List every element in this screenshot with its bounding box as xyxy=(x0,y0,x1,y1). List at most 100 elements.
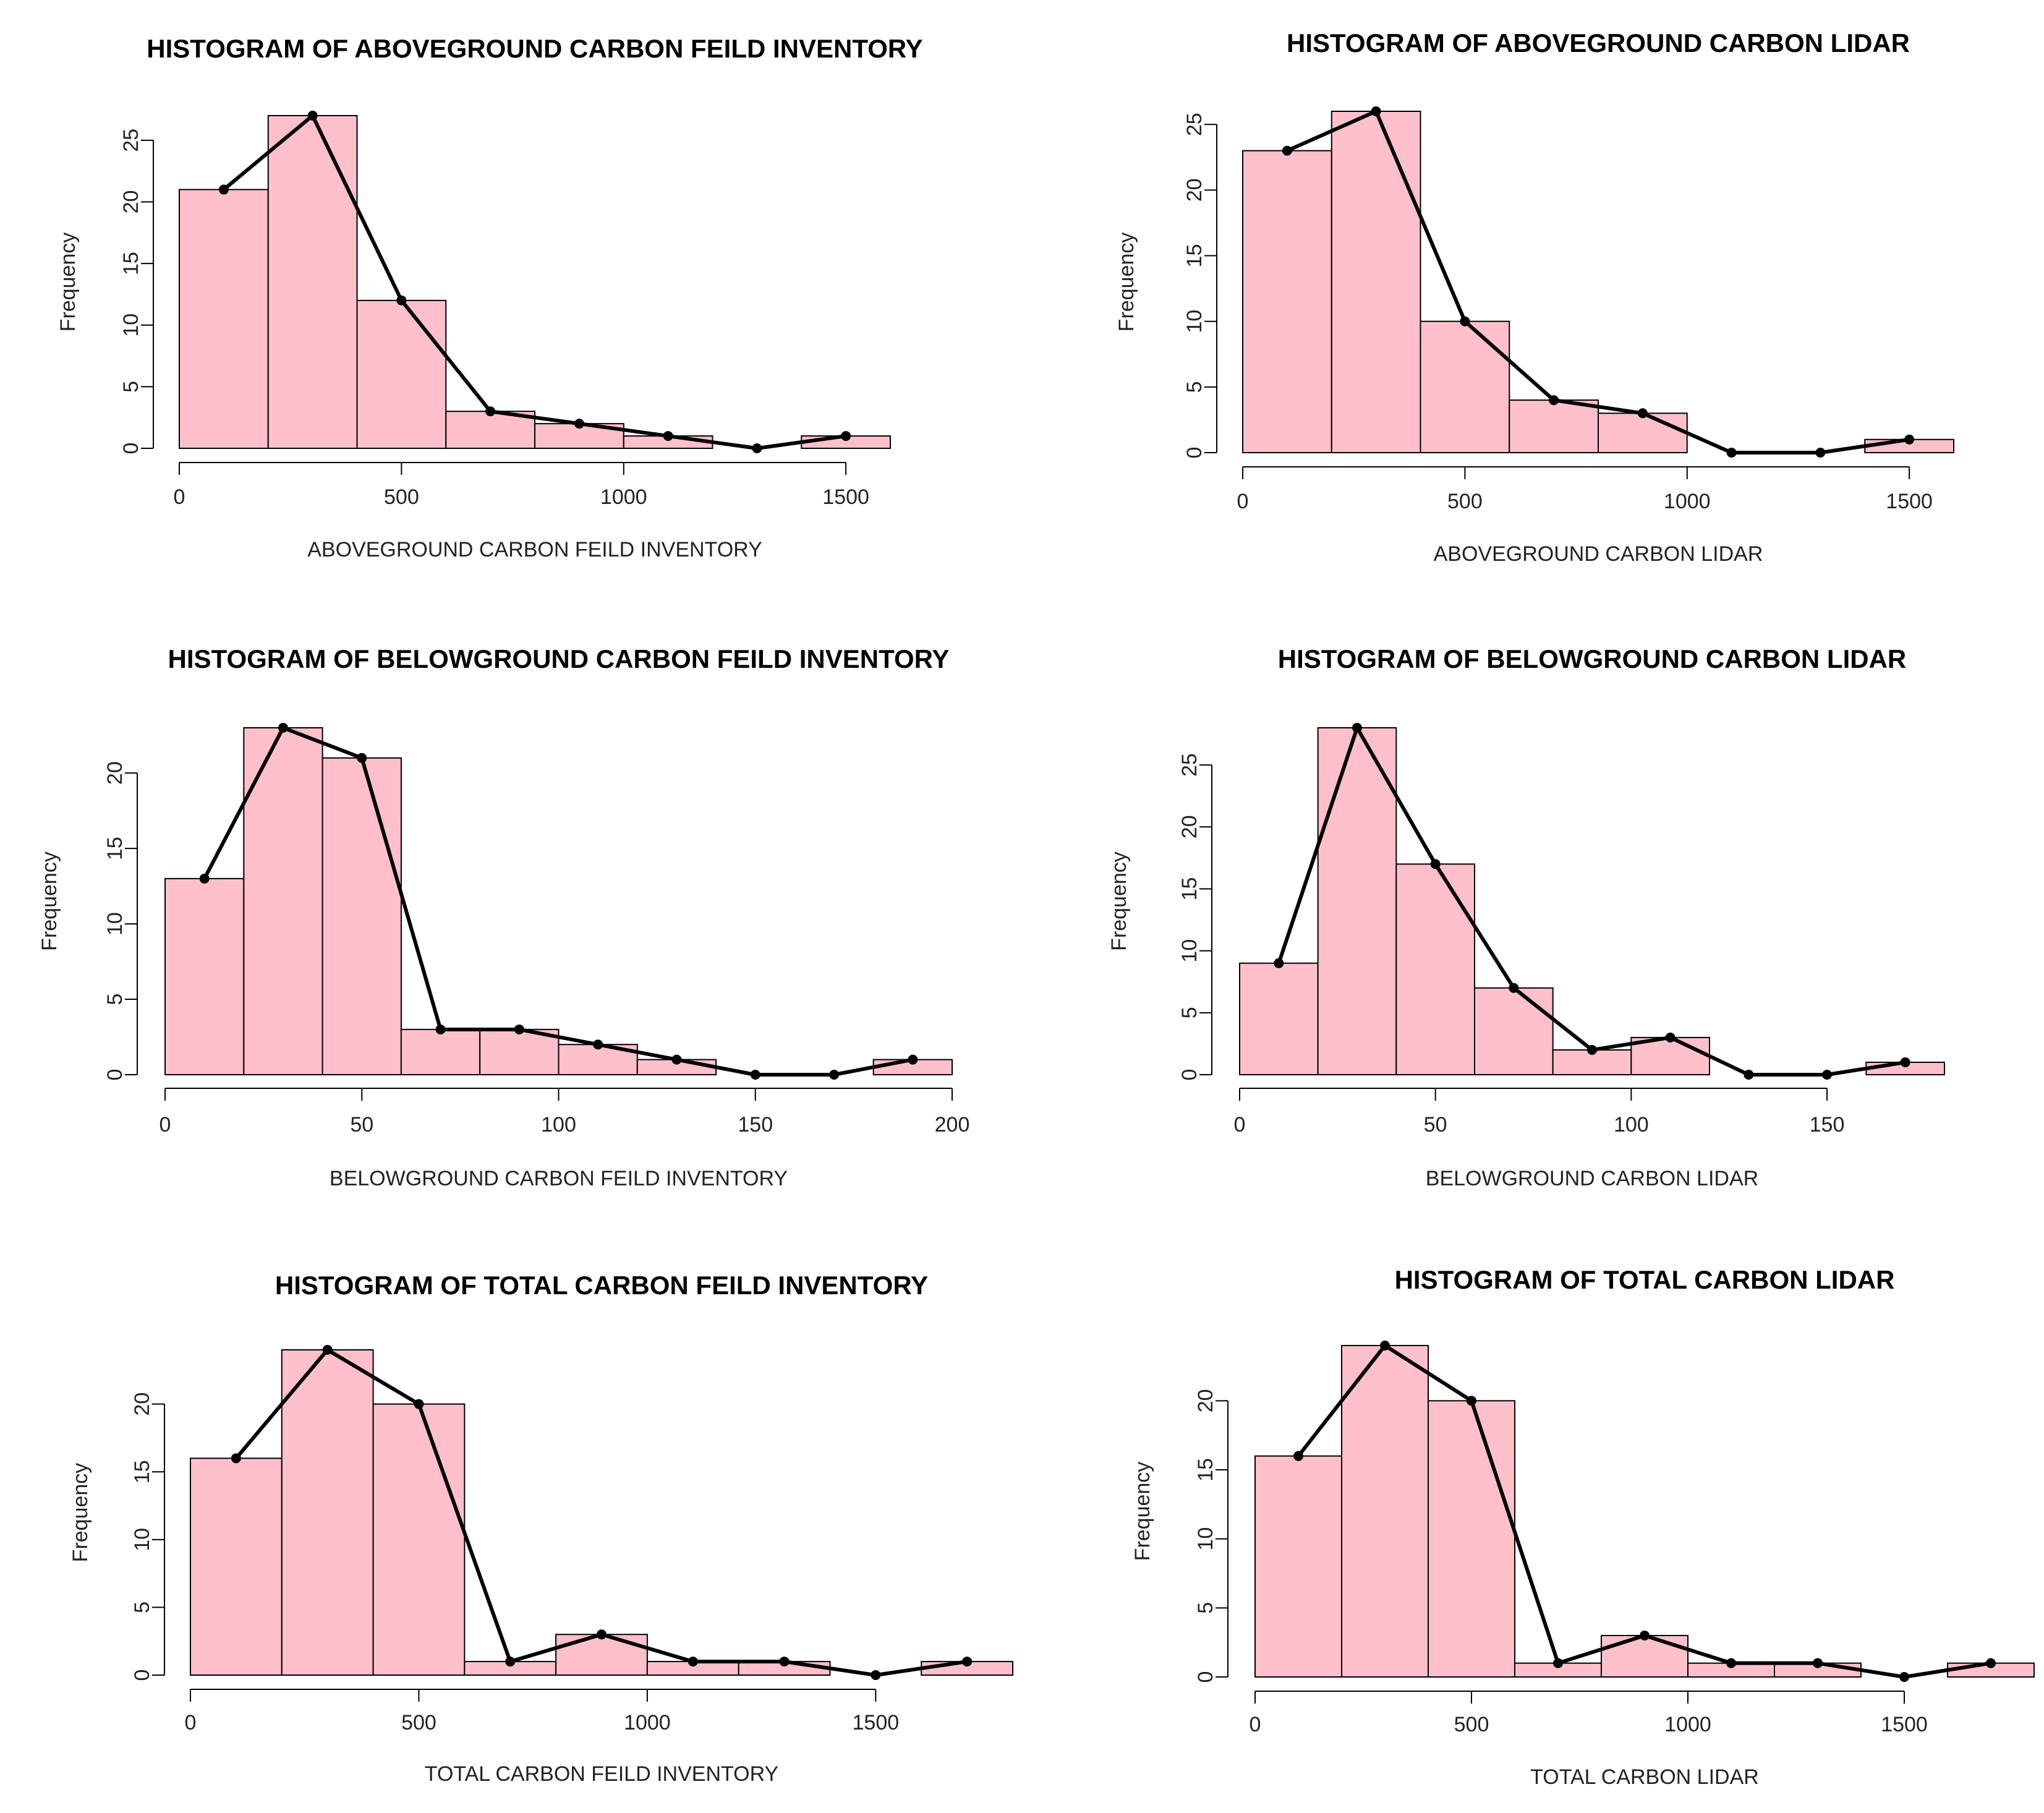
histogram-bar xyxy=(1474,987,1554,1075)
histogram-bar xyxy=(1331,111,1421,453)
y-tick-label: 25 xyxy=(119,129,143,152)
frequency-polygon-point xyxy=(671,1054,682,1065)
histogram-bar xyxy=(1317,727,1397,1075)
histogram-bar xyxy=(1598,412,1688,453)
frequency-polygon-line xyxy=(202,726,913,1077)
y-tick-label: 0 xyxy=(1183,447,1206,459)
histogram-bar xyxy=(1341,1345,1429,1678)
x-tick-label: 1500 xyxy=(1886,490,1933,513)
frequency-polygon-point xyxy=(1282,145,1292,156)
y-tick-label: 15 xyxy=(130,1460,154,1483)
histogram-bar xyxy=(1254,1455,1342,1678)
y-tick-label: 10 xyxy=(1178,939,1201,963)
x-tick-label: 1500 xyxy=(822,485,869,509)
histogram-bar xyxy=(372,1403,466,1676)
y-axis-label: Frequency xyxy=(1107,851,1131,951)
frequency-polygon-point xyxy=(1815,448,1826,458)
x-tick-label: 500 xyxy=(1454,1713,1489,1736)
frequency-polygon-point xyxy=(231,1453,241,1464)
histogram-bar xyxy=(267,115,358,449)
histogram-panel-2: 0 500 1000 1500 0 5 10 15 20 25 HISTOGRAM OF ABOVE… xyxy=(1115,28,1954,566)
frequency-polygon-point xyxy=(1352,723,1362,733)
frequency-polygon-point xyxy=(1509,983,1519,993)
y-tick-label: 10 xyxy=(130,1528,154,1551)
frequency-polygon-point xyxy=(688,1657,698,1667)
frequency-polygon-point xyxy=(752,443,762,453)
frequency-polygon-point xyxy=(1900,1057,1910,1067)
y-tick-label: 0 xyxy=(119,443,143,454)
x-tick-label: 500 xyxy=(1447,490,1483,513)
histogram-bar xyxy=(1601,1635,1688,1678)
y-axis-label: Frequency xyxy=(1115,232,1138,332)
frequency-polygon-point xyxy=(908,1054,918,1065)
chart-title: HISTOGRAM OF BELOWGROUND CARBON FEILD IN… xyxy=(168,644,950,673)
y-tick-label: 0 xyxy=(103,1069,127,1081)
frequency-polygon-point xyxy=(1380,1341,1390,1350)
y-tick-label: 10 xyxy=(119,314,143,337)
x-axis-label: TOTAL CARBON FEILD INVENTORY xyxy=(425,1762,778,1786)
histogram-bar xyxy=(1239,962,1319,1076)
x-tick-label: 100 xyxy=(541,1113,576,1137)
y-tick-label: 15 xyxy=(1194,1458,1217,1482)
frequency-polygon-point xyxy=(593,1039,603,1050)
histogram-bar xyxy=(179,189,269,449)
histogram-bar xyxy=(281,1349,374,1676)
frequency-polygon-point xyxy=(1460,316,1470,326)
histogram-bar xyxy=(479,1028,560,1075)
frequency-polygon-point xyxy=(841,431,851,442)
frequency-polygon-point xyxy=(1744,1070,1754,1080)
histogram-panel-4: 0 50 100 150 0 5 10 15 20 25 HISTOGRAM OF BELOWGRO… xyxy=(1107,644,1945,1190)
frequency-polygon-point xyxy=(322,1345,333,1355)
y-tick-label: 0 xyxy=(130,1670,154,1681)
frequency-polygon-point xyxy=(962,1657,973,1667)
frequency-polygon-point xyxy=(396,295,407,305)
x-tick-label: 1000 xyxy=(600,485,647,509)
y-tick-label: 25 xyxy=(1183,113,1206,136)
y-tick-label: 20 xyxy=(103,761,127,785)
x-tick-label: 1500 xyxy=(853,1711,900,1734)
y-axis-label: Frequency xyxy=(38,851,61,951)
frequency-polygon-point xyxy=(1553,1658,1563,1668)
frequency-polygon-point xyxy=(1274,958,1284,968)
frequency-polygon-point xyxy=(829,1070,840,1080)
histogram-bar xyxy=(1630,1036,1710,1075)
y-tick-label: 5 xyxy=(119,381,143,393)
x-axis-label: ABOVEGROUND CARBON LIDAR xyxy=(1434,542,1763,566)
frequency-polygon-point xyxy=(1813,1658,1823,1668)
y-tick-label: 25 xyxy=(1178,753,1201,777)
y-tick-label: 15 xyxy=(119,252,143,275)
histogram-bar xyxy=(555,1634,648,1676)
frequency-polygon-point xyxy=(1726,448,1737,458)
x-axis-label: BELOWGROUND CARBON FEILD INVENTORY xyxy=(330,1167,788,1190)
histogram-panel-1: 0 500 1000 1500 0 5 10 15 20 25 HISTOGRAM OF ABOVE… xyxy=(56,34,923,561)
frequency-polygon-point xyxy=(750,1070,760,1080)
y-tick-label: 15 xyxy=(103,837,127,860)
x-tick-label: 50 xyxy=(350,1113,373,1137)
chart-title: HISTOGRAM OF TOTAL CARBON FEILD INVENTOR… xyxy=(275,1271,928,1300)
histogram-bar xyxy=(445,411,535,450)
histogram-bar xyxy=(1428,1400,1515,1678)
y-tick-label: 10 xyxy=(1183,310,1206,333)
frequency-polygon-point xyxy=(1587,1044,1597,1055)
y-axis-label: Frequency xyxy=(1131,1462,1154,1561)
y-axis-label: Frequency xyxy=(69,1463,92,1563)
y-tick-label: 5 xyxy=(130,1602,154,1613)
frequency-polygon-point xyxy=(1904,434,1915,445)
histogram-bar xyxy=(243,727,323,1075)
frequency-polygon-point xyxy=(278,723,288,733)
histogram-bar xyxy=(400,1028,481,1075)
histogram-bar xyxy=(1509,399,1599,453)
frequency-polygon-point xyxy=(307,111,318,121)
frequency-polygon-point xyxy=(1986,1658,1996,1668)
frequency-polygon-point xyxy=(1665,1032,1676,1043)
x-axis-label: TOTAL CARBON LIDAR xyxy=(1530,1765,1759,1789)
y-tick-label: 0 xyxy=(1194,1671,1217,1683)
frequency-polygon-point xyxy=(597,1629,607,1640)
chart-title: HISTOGRAM OF TOTAL CARBON LIDAR xyxy=(1395,1265,1895,1294)
x-tick-label: 0 xyxy=(174,485,185,509)
chart-title: HISTOGRAM OF ABOVEGROUND CARBON LIDAR xyxy=(1287,28,1910,58)
x-tick-label: 100 xyxy=(1614,1113,1649,1137)
frequency-polygon-line xyxy=(222,114,846,450)
frequency-polygon-point xyxy=(1371,106,1381,116)
